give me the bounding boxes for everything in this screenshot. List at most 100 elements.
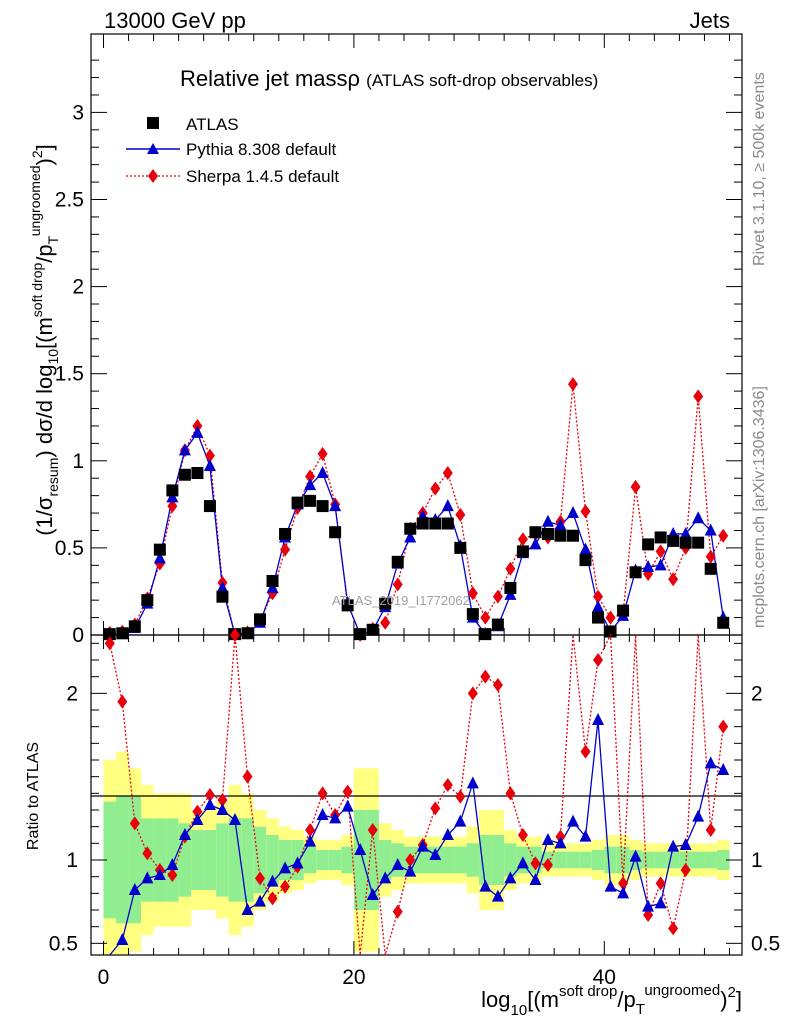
sherpa-point (442, 465, 453, 480)
pythia-point (579, 542, 592, 555)
atlas-point (366, 623, 379, 636)
chart-title-suffix: (ATLAS soft-drop observables) (366, 71, 598, 90)
pythia-point (216, 580, 229, 593)
sherpa-ratio-point (505, 786, 516, 801)
pythia-point (554, 518, 567, 531)
band-inner (641, 851, 655, 869)
band-inner (591, 850, 605, 870)
x-tick-label: 20 (342, 966, 365, 989)
legend-sherpa-marker (148, 169, 158, 183)
sherpa-ratio-point (167, 868, 178, 882)
sherpa-ratio-point (455, 789, 466, 804)
x-tick-label: 0 (98, 966, 110, 989)
sherpa-point (305, 469, 316, 484)
pythia-ratio-point (404, 864, 417, 877)
sherpa-point (655, 544, 666, 559)
pythia-ratio-point (341, 799, 354, 812)
band-inner (103, 801, 117, 919)
x-tick-label: 40 (593, 966, 616, 989)
pythia-ratio-point (604, 879, 617, 892)
sherpa-ratio-point (204, 788, 215, 802)
sherpa-point (567, 377, 578, 392)
pythia-point (304, 478, 317, 491)
pythia-point (529, 537, 542, 550)
pythia-ratio-point (241, 903, 254, 915)
header-right: Jets (690, 8, 730, 33)
side-text-mcplots: mcplots.cern.ch [arXiv:1306.3436] (751, 386, 768, 628)
band-inner (479, 835, 492, 885)
legend-sherpa-label: Sherpa 1.4.5 default (186, 167, 339, 186)
sherpa-ratio-point (593, 653, 604, 667)
atlas-point (466, 608, 479, 621)
atlas-point (516, 545, 529, 558)
pythia-ratio-point (441, 828, 454, 840)
ratio-y-tick-label-right: 2 (751, 682, 763, 705)
pythia-point (191, 425, 204, 438)
sherpa-ratio-point (530, 856, 541, 871)
sherpa-ratio-point (542, 858, 553, 872)
band-inner (579, 851, 592, 869)
pythia-ratio-point (416, 839, 429, 852)
y-tick-label: 0 (72, 624, 84, 647)
ratio-y-tick-label-right: 1 (751, 849, 763, 872)
atlas-point (354, 628, 367, 641)
atlas-point (128, 620, 141, 633)
sherpa-point (705, 549, 716, 564)
pythia-ratio-point (291, 856, 304, 869)
band-inner (691, 851, 705, 869)
pythia-point (203, 459, 216, 472)
y-tick-label: 2 (72, 276, 84, 299)
atlas-point (617, 604, 630, 617)
atlas-point (704, 562, 717, 575)
atlas-point (391, 555, 404, 568)
atlas-point (416, 517, 429, 530)
sherpa-ratio-point (104, 636, 115, 651)
sherpa-ratio-point (117, 694, 128, 709)
sherpa-point (668, 572, 679, 587)
sherpa-ratio-point (392, 904, 403, 919)
atlas-point (279, 527, 292, 540)
sherpa-point (505, 561, 516, 576)
band-inner (316, 850, 329, 870)
sherpa-ratio-point (317, 786, 328, 801)
atlas-point (103, 628, 116, 641)
pythia-ratio-point (466, 776, 479, 789)
pythia-ratio-point (504, 871, 517, 884)
band-inner (378, 840, 392, 880)
axes-ticks: 0 20 40 0 0.5 1 1.5 2 2.5 3 0.5 0.5 1 1 2 2 (49, 34, 780, 989)
atlas-point (566, 529, 579, 542)
pythia-ratio-point (304, 834, 317, 847)
sherpa-ratio-point (705, 823, 716, 837)
band-inner (191, 830, 204, 890)
pythia-ratio-point (366, 888, 379, 900)
side-text-rivet: Rivet 3.1.10, ≥ 500k events (751, 72, 768, 266)
band-inner (441, 846, 455, 874)
sherpa-ratio-point (267, 891, 278, 906)
pythia-ratio-point (554, 836, 567, 849)
atlas-point (329, 526, 342, 539)
sherpa-ratio-point (129, 816, 140, 831)
pythia-ratio-point (566, 814, 579, 827)
pythia-point (178, 443, 191, 456)
atlas-point (491, 618, 504, 631)
legend-atlas-label: ATLAS (186, 115, 239, 134)
sherpa-point (605, 610, 616, 625)
sherpa-point (630, 479, 641, 494)
atlas-point (441, 517, 454, 530)
sherpa-ratio-point (430, 801, 441, 816)
sherpa-ratio-point (217, 793, 228, 807)
chart-title-main: Relative jet mass (180, 66, 348, 91)
pythia-ratio-point (279, 861, 292, 874)
atlas-point (504, 581, 517, 594)
pythia-ratio-point (479, 879, 492, 892)
legend: ATLAS Pythia 8.308 default Sherpa 1.4.5 … (126, 115, 339, 186)
atlas-point (404, 522, 417, 535)
band-inner (278, 840, 292, 880)
pythia-ratio-point (354, 843, 367, 855)
sherpa-point (480, 610, 491, 625)
sherpa-ratio-point (405, 853, 416, 867)
atlas-point (316, 500, 329, 513)
atlas-point (241, 627, 254, 640)
main-y-axis-label: (1/σresum) dσ/d log10[(msoft drop/pTungr… (27, 144, 61, 536)
sherpa-point (580, 504, 591, 519)
